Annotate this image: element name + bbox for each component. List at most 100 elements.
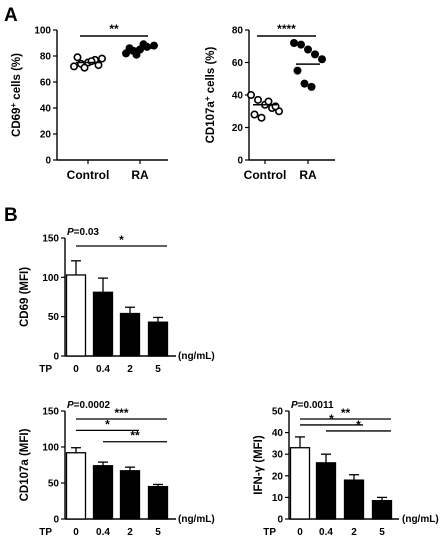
y-tick-label: 100 <box>42 443 59 454</box>
x-category-label: 2 <box>351 527 357 538</box>
y-axis-title: CD69 (MFI) <box>19 267 31 327</box>
y-tick-label: 50 <box>48 479 60 490</box>
x-category-label: 5 <box>379 527 385 538</box>
y-tick-label: 0 <box>277 515 283 526</box>
p-value-label: P=0.0011 <box>291 400 334 411</box>
unit-label: (ng/mL) <box>178 351 215 362</box>
data-point <box>264 97 273 106</box>
data-point <box>296 40 305 49</box>
data-point <box>132 50 141 59</box>
data-point <box>293 66 302 75</box>
x-category-label: 0 <box>73 364 79 375</box>
data-point <box>70 62 79 71</box>
comparison-label: ** <box>130 429 140 443</box>
bar <box>65 452 87 520</box>
x-category-label: 2 <box>127 527 133 538</box>
data-point <box>254 95 263 104</box>
y-tick-label: 40 <box>272 428 284 439</box>
y-tick-label: 40 <box>232 91 244 102</box>
data-point <box>310 50 319 59</box>
comparison-label: ** <box>341 406 351 420</box>
significance-label: ** <box>109 22 119 36</box>
comparison-label: *** <box>114 406 128 420</box>
p-value-label: P=0.03 <box>67 227 99 238</box>
unit-label: (ng/mL) <box>402 514 439 525</box>
x-category-label: 0.4 <box>96 527 110 538</box>
x-category-label: Control <box>67 168 110 182</box>
x-category-label: 5 <box>155 527 161 538</box>
bar <box>371 499 393 520</box>
bar <box>343 479 365 520</box>
y-axis-title: IFN-γ (MFI) <box>253 435 265 495</box>
data-point <box>289 38 298 47</box>
bar <box>147 485 169 520</box>
y-tick-label: 20 <box>272 471 284 482</box>
y-tick-label: 100 <box>34 26 51 37</box>
y-tick-label: 80 <box>232 26 244 37</box>
y-tick-label: 80 <box>40 52 52 63</box>
x-category-label: 0.4 <box>96 364 110 375</box>
data-point <box>139 40 148 49</box>
bar <box>92 291 114 357</box>
comparison-label: * <box>105 417 110 431</box>
significance-label: **** <box>277 22 296 36</box>
chart-ifng-bar: 0 10 20 30 40 50 IFN-γ (MFI) 0 0.4 2 5 TP (ng/mL) P=0… <box>253 400 439 538</box>
bar <box>147 321 169 357</box>
y-tick-label: 100 <box>42 273 59 284</box>
data-point <box>317 55 326 64</box>
y-tick-label: 50 <box>272 407 284 418</box>
data-point <box>303 45 312 54</box>
treatment-label: TP <box>39 364 52 375</box>
data-point <box>247 91 256 100</box>
y-tick-label: 10 <box>272 493 284 504</box>
y-tick-label: 20 <box>232 123 244 134</box>
data-point <box>87 57 96 66</box>
unit-label: (ng/mL) <box>178 514 215 525</box>
y-tick-label: 20 <box>40 130 52 141</box>
y-tick-label: 0 <box>45 156 51 167</box>
y-tick-label: 150 <box>42 407 59 418</box>
y-tick-label: 60 <box>40 78 52 89</box>
y-tick-label: 60 <box>232 58 244 69</box>
y-axis-title: CD69+ cells (%) <box>9 53 24 137</box>
bar <box>65 274 87 357</box>
chart-cd107a-scatter: 0 20 40 60 80 CD107a+ cells (%) Control RA **** <box>203 22 335 182</box>
x-category-label: RA <box>299 168 317 182</box>
chart-cd69-bar: 0 50 100 150 CD69 (MFI) 0 0.4 2 5 TP (ng/mL) P=0.03… <box>19 227 215 375</box>
bar <box>289 447 311 520</box>
y-axis-title: CD107a+ cells (%) <box>203 46 218 143</box>
bar <box>119 312 141 357</box>
treatment-label: TP <box>263 527 276 538</box>
data-point <box>80 63 89 72</box>
data-point <box>73 53 82 62</box>
x-category-label: 2 <box>127 364 133 375</box>
bar <box>119 470 141 520</box>
comparison-label: * <box>356 418 361 432</box>
comparison-label: * <box>119 233 124 247</box>
y-tick-label: 0 <box>53 515 59 526</box>
data-point <box>300 79 309 88</box>
data-point <box>307 82 316 91</box>
chart-cd69-scatter: 0 20 40 60 80 100 CD69+ cells (%) Control RA ** <box>9 22 168 182</box>
x-category-label: RA <box>131 168 149 182</box>
data-point <box>122 49 131 58</box>
x-category-label: 5 <box>155 364 161 375</box>
comparison-label: * <box>329 412 334 426</box>
y-tick-label: 30 <box>272 450 284 461</box>
bar <box>92 465 114 520</box>
data-point <box>98 54 107 63</box>
x-category-label: 0.4 <box>319 527 333 538</box>
bar <box>315 462 337 520</box>
data-point <box>250 110 259 119</box>
x-category-label: Control <box>244 168 287 182</box>
y-tick-label: 40 <box>40 104 52 115</box>
y-tick-label: 150 <box>42 234 59 245</box>
panel-letter-a: A <box>4 5 18 26</box>
y-tick-label: 50 <box>48 312 60 323</box>
chart-cd107a-bar: 0 50 100 150 CD107a (MFI) 0 0.4 2 5 TP (ng/mL) P=0.… <box>19 400 215 538</box>
x-category-label: 0 <box>297 527 303 538</box>
x-category-label: 0 <box>73 527 79 538</box>
y-tick-label: 0 <box>237 156 243 167</box>
p-value-label: P=0.0002 <box>67 400 111 411</box>
